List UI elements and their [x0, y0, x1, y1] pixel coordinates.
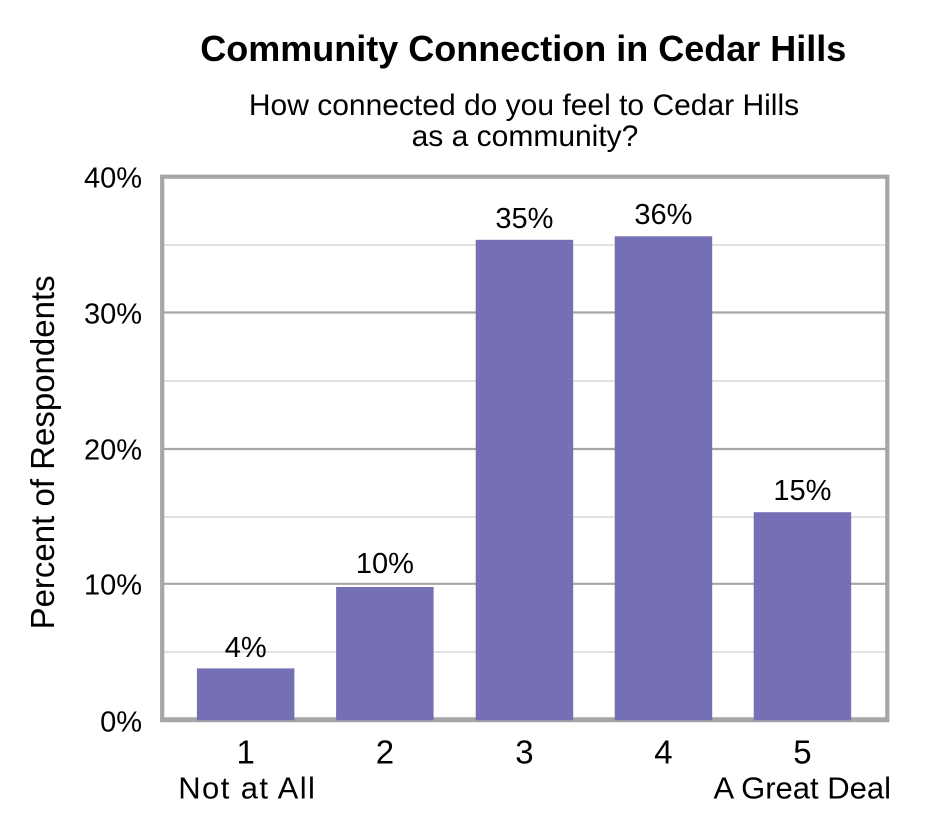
svg-text:Community Connection in Cedar: Community Connection in Cedar Hills	[200, 28, 846, 69]
svg-text:4: 4	[654, 734, 672, 771]
svg-text:4%: 4%	[225, 632, 267, 664]
svg-text:Not at All: Not at All	[178, 771, 316, 806]
svg-text:40%: 40%	[84, 163, 142, 195]
svg-text:5: 5	[793, 734, 811, 771]
svg-text:36%: 36%	[634, 199, 692, 231]
svg-text:35%: 35%	[495, 203, 553, 235]
svg-text:10%: 10%	[84, 569, 142, 601]
svg-text:How connected do you feel to C: How connected do you feel to Cedar Hills	[249, 89, 799, 122]
svg-text:30%: 30%	[84, 299, 142, 331]
svg-text:3: 3	[515, 734, 533, 771]
svg-text:10%: 10%	[356, 548, 414, 580]
svg-text:2: 2	[376, 734, 394, 771]
svg-text:1: 1	[237, 734, 255, 771]
svg-text:as a community?: as a community?	[412, 120, 639, 153]
svg-text:20%: 20%	[84, 435, 142, 467]
svg-text:15%: 15%	[773, 475, 831, 507]
svg-text:Percent of Respondents: Percent of Respondents	[24, 275, 61, 629]
svg-text:A Great Deal: A Great Deal	[714, 771, 891, 806]
svg-text:0%: 0%	[100, 707, 142, 739]
